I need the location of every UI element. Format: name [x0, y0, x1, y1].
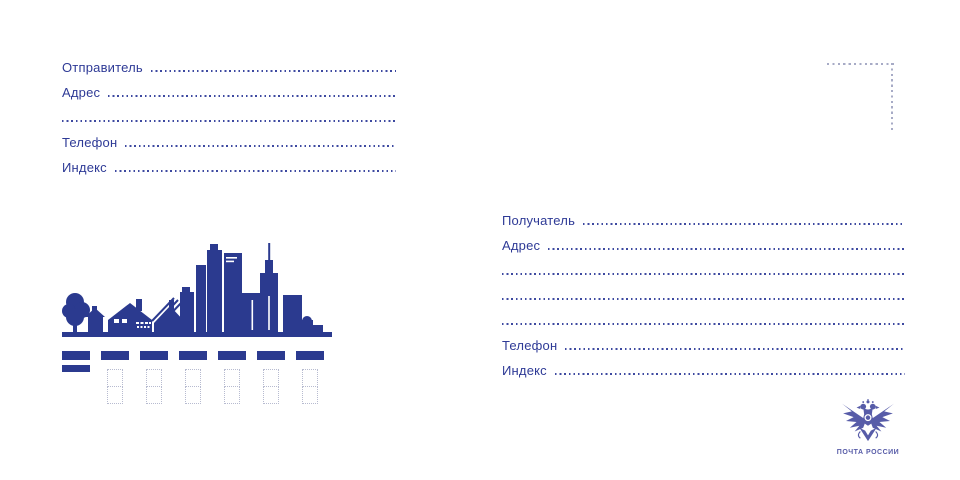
recipient-phone-line — [565, 348, 905, 350]
sender-block: Отправитель Адрес Телефон Индекс — [62, 50, 396, 175]
sender-index-row: Индекс — [62, 150, 396, 175]
index-stencil-digit — [140, 369, 168, 409]
index-dash — [296, 351, 324, 360]
recipient-block: Получатель Адрес Телефон Индекс — [502, 203, 905, 378]
recipient-address-row: Адрес — [502, 228, 905, 253]
index-dash — [257, 351, 285, 360]
sender-phone-line — [125, 145, 396, 147]
recipient-address-label: Адрес — [502, 238, 541, 253]
index-stencil-digit — [296, 369, 324, 409]
index-stencil-digits — [101, 369, 324, 409]
sender-address-row-2 — [62, 100, 396, 125]
recipient-address-row-3 — [502, 278, 905, 303]
index-dash-row — [62, 351, 324, 360]
russian-post-logo: ПОЧТА РОССИИ — [831, 399, 905, 456]
double-headed-eagle-icon — [842, 399, 894, 442]
index-stencil-digit — [218, 369, 246, 409]
recipient-index-line — [554, 373, 905, 375]
sender-name-row: Отправитель — [62, 50, 396, 75]
index-dash — [62, 351, 90, 360]
recipient-address-line — [548, 248, 905, 250]
recipient-address-line-2 — [502, 273, 905, 275]
recipient-address-line-4 — [502, 323, 905, 325]
index-stencil-digit — [101, 369, 129, 409]
index-dash — [101, 351, 129, 360]
index-stencil-digit — [179, 369, 207, 409]
logo-wordmark: ПОЧТА РОССИИ — [836, 449, 900, 456]
recipient-phone-row: Телефон — [502, 328, 905, 353]
sender-name-label: Отправитель — [62, 60, 143, 75]
index-dash — [179, 351, 207, 360]
stamp-corner-right-line — [891, 63, 893, 133]
index-dash-alignment-mark — [62, 365, 90, 372]
recipient-index-label: Индекс — [502, 363, 547, 378]
recipient-index-row: Индекс — [502, 353, 905, 378]
stamp-corner-top-line — [827, 63, 894, 65]
recipient-address-row-4 — [502, 303, 905, 328]
sender-address-line-2 — [62, 120, 396, 122]
recipient-address-line-3 — [502, 298, 905, 300]
recipient-name-line — [583, 223, 905, 225]
index-dash — [218, 351, 246, 360]
sender-index-label: Индекс — [62, 160, 107, 175]
index-dash — [140, 351, 168, 360]
recipient-address-row-2 — [502, 253, 905, 278]
recipient-name-label: Получатель — [502, 213, 576, 228]
index-stencil-digit — [257, 369, 285, 409]
sender-index-line — [114, 170, 396, 172]
sender-address-label: Адрес — [62, 85, 101, 100]
recipient-name-row: Получатель — [502, 203, 905, 228]
recipient-phone-label: Телефон — [502, 338, 558, 353]
sender-phone-label: Телефон — [62, 135, 118, 150]
sender-address-line — [108, 95, 396, 97]
city-skyline-artwork — [62, 243, 332, 337]
sender-phone-row: Телефон — [62, 125, 396, 150]
sender-name-line — [150, 70, 396, 72]
sender-address-row: Адрес — [62, 75, 396, 100]
